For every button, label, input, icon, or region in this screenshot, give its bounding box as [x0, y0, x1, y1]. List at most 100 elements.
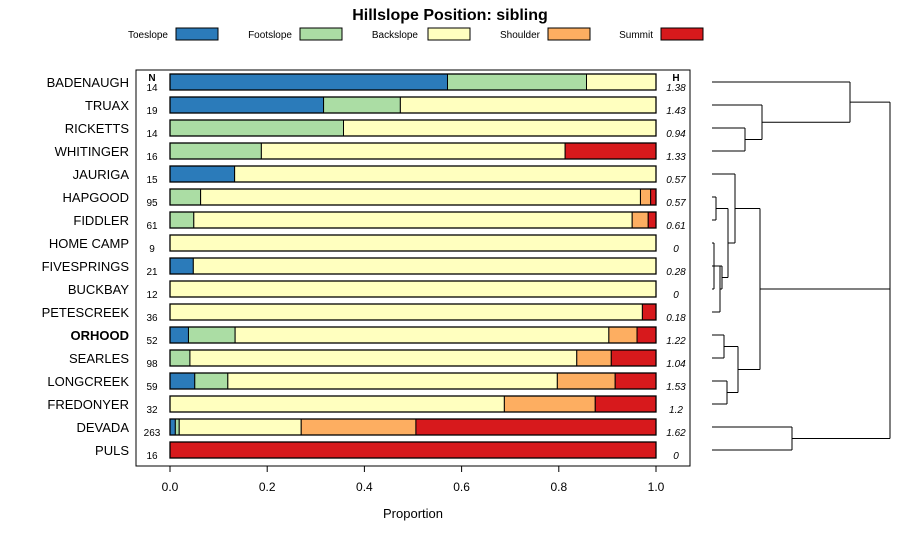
n-value-puls: 16: [146, 451, 158, 462]
x-tick-label-5: 1.0: [648, 480, 665, 494]
bar-outline-jauriga: [169, 165, 657, 183]
bar-segment-searles-summit: [610, 349, 657, 367]
legend-label-toeslope: Toeslope: [128, 30, 168, 41]
dendrogram: [712, 81, 891, 451]
bar-segment-longcreek-backslope: [227, 372, 558, 390]
bar-outline-badenaugh: [169, 73, 657, 91]
legend: Toeslope Footslope Backslope Shoulder Summit: [128, 27, 704, 41]
bar-segment-longcreek-summit: [614, 372, 657, 390]
bar-segment-hapgood-summit: [650, 188, 657, 206]
bar-segment-whitinger-footslope: [169, 142, 262, 160]
category-label-longcreek: LONGCREEK: [47, 374, 129, 389]
bar-segment-orhood-footslope: [187, 326, 236, 344]
bar-segment-fivesprings-backslope: [192, 257, 657, 275]
h-value-fiddler: 0.61: [666, 221, 685, 232]
h-value-buckbay: 0: [673, 290, 679, 301]
bar-segment-devada-backslope: [178, 418, 302, 436]
bar-segment-orhood-shoulder: [608, 326, 638, 344]
n-value-badenaugh: 14: [146, 83, 158, 94]
n-value-searles: 98: [146, 359, 158, 370]
bar-segment-hapgood-footslope: [169, 188, 202, 206]
bar-segment-petescreek-backslope: [169, 303, 643, 321]
n-value-devada: 263: [144, 428, 161, 439]
h-value-longcreek: 1.53: [666, 382, 686, 393]
h-value-petescreek: 0.18: [666, 313, 686, 324]
bar-segment-longcreek-toeslope: [169, 372, 196, 390]
bar-outline-fivesprings: [169, 257, 657, 275]
x-axis: 0.0 0.2 0.4 0.6 0.8 1.0: [162, 466, 665, 494]
category-label-buckbay: BUCKBAY: [68, 282, 129, 297]
bar-segment-orhood-summit: [636, 326, 657, 344]
h-value-home-camp: 0: [673, 244, 679, 255]
bar-outline-ricketts: [169, 119, 657, 137]
bar-segment-hapgood-shoulder: [639, 188, 652, 206]
bar-segment-truax-toeslope: [169, 96, 325, 114]
legend-swatch-shoulder: [547, 27, 591, 41]
x-tick-label-4: 0.8: [550, 480, 567, 494]
bar-outline-whitinger: [169, 142, 657, 160]
bar-segment-fredonyer-summit: [594, 395, 657, 413]
x-tick-label-3: 0.6: [453, 480, 470, 494]
bar-segment-orhood-backslope: [234, 326, 610, 344]
bar-segment-searles-footslope: [169, 349, 191, 367]
category-label-whitinger: WHITINGER: [55, 144, 129, 159]
h-value-orhood: 1.22: [666, 336, 686, 347]
legend-label-shoulder: Shoulder: [500, 30, 541, 41]
category-label-hapgood: HAPGOOD: [63, 190, 129, 205]
category-label-ricketts: RICKETTS: [65, 121, 130, 136]
n-value-whitinger: 16: [146, 152, 158, 163]
stacked-bars: [169, 73, 657, 459]
bar-segment-fiddler-footslope: [169, 211, 195, 229]
bar-segment-jauriga-backslope: [234, 165, 657, 183]
legend-swatch-toeslope: [175, 27, 219, 41]
category-label-fivesprings: FIVESPRINGS: [42, 259, 130, 274]
h-value-badenaugh: 1.38: [666, 83, 686, 94]
bar-outline-buckbay: [169, 280, 657, 298]
bar-segment-whitinger-summit: [564, 142, 657, 160]
n-value-buckbay: 12: [146, 290, 158, 301]
chart-title: Hillslope Position: sibling: [352, 7, 548, 24]
category-label-searles: SEARLES: [69, 351, 129, 366]
bar-segment-devada-shoulder: [300, 418, 417, 436]
bar-segment-fiddler-backslope: [193, 211, 633, 229]
bar-outline-longcreek: [169, 372, 657, 390]
bar-outline-fiddler: [169, 211, 657, 229]
plot-panel: [135, 69, 691, 467]
x-tick-label-2: 0.4: [356, 480, 373, 494]
h-value-whitinger: 1.33: [666, 152, 686, 163]
bar-segment-fredonyer-backslope: [169, 395, 505, 413]
bar-segment-devada-toeslope: [169, 418, 176, 436]
bar-segment-badenaugh-footslope: [447, 73, 588, 91]
category-label-fredonyer: FREDONYER: [47, 397, 129, 412]
bar-segment-home-camp-backslope: [169, 234, 657, 252]
bar-segment-longcreek-shoulder: [556, 372, 616, 390]
bar-segment-badenaugh-toeslope: [169, 73, 449, 91]
h-value-puls: 0: [673, 451, 679, 462]
h-value-jauriga: 0.57: [666, 175, 686, 186]
category-label-petescreek: PETESCREEK: [42, 305, 130, 320]
bar-segment-ricketts-backslope: [343, 119, 657, 137]
bar-segment-fivesprings-toeslope: [169, 257, 194, 275]
x-axis-label: Proportion: [383, 506, 443, 521]
x-tick-label-1: 0.2: [259, 480, 276, 494]
bar-segment-ricketts-footslope: [169, 119, 345, 137]
n-value-ricketts: 14: [146, 129, 158, 140]
bar-segment-searles-shoulder: [576, 349, 612, 367]
bar-outline-petescreek: [169, 303, 657, 321]
category-label-truax: TRUAX: [85, 98, 129, 113]
bar-segment-fiddler-shoulder: [631, 211, 649, 229]
bar-segment-buckbay-backslope: [169, 280, 657, 298]
n-value-fivesprings: 21: [146, 267, 158, 278]
bar-segment-fiddler-summit: [647, 211, 657, 229]
category-label-home-camp: HOME CAMP: [49, 236, 129, 251]
bar-segment-petescreek-summit: [641, 303, 657, 321]
bar-segment-truax-backslope: [399, 96, 657, 114]
bar-segment-orhood-toeslope: [169, 326, 189, 344]
bar-segment-devada-footslope: [174, 418, 180, 436]
bar-segment-hapgood-backslope: [200, 188, 641, 206]
bar-segment-searles-backslope: [189, 349, 578, 367]
h-value-searles: 1.04: [666, 359, 686, 370]
legend-label-summit: Summit: [619, 30, 653, 41]
bar-segment-devada-summit: [415, 418, 657, 436]
